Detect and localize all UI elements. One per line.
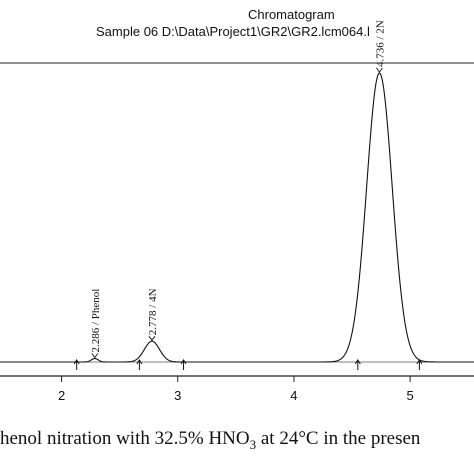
peak-label: 2.778 / 4N bbox=[147, 288, 159, 335]
integration-marker-head bbox=[354, 359, 361, 365]
integration-marker-head bbox=[416, 359, 423, 365]
x-axis-ticks: 2 3 4 5 bbox=[58, 376, 414, 403]
chart-subtitle: Sample 06 D:\Data\Project1\GR2\GR2.lcm06… bbox=[96, 24, 370, 39]
peak-label: 4.736 / 2N bbox=[374, 20, 386, 67]
x-tick-label: 2 bbox=[58, 388, 65, 403]
plot-frame bbox=[0, 62, 474, 377]
caption-subscript: 3 bbox=[249, 436, 257, 452]
integration-marker-head bbox=[73, 359, 80, 365]
x-tick-label: 5 bbox=[406, 388, 413, 403]
chromatogram-trace bbox=[0, 72, 474, 363]
caption-text: henol nitration with 32.5% HNO bbox=[0, 428, 250, 449]
integration-marker-head bbox=[180, 359, 187, 365]
peak-label: 2.286 / Phenol bbox=[90, 289, 102, 353]
chart-title: Chromatogram bbox=[248, 7, 335, 22]
peak-label-arrow bbox=[91, 353, 99, 359]
integration-markers bbox=[73, 359, 423, 370]
peak-label-arrow bbox=[148, 335, 156, 341]
figure-caption: henol nitration with 32.5% HNO3 at 24°C … bbox=[0, 428, 474, 453]
series-line-0 bbox=[0, 72, 474, 363]
caption-text-end: at 24°C in the presen bbox=[256, 428, 421, 449]
x-tick-label: 4 bbox=[290, 388, 297, 403]
peak-labels: 2.286 / Phenol 2.778 / 4N 4.736 / 2N bbox=[90, 20, 386, 359]
x-tick-label: 3 bbox=[174, 388, 181, 403]
integration-marker-head bbox=[136, 359, 143, 365]
peak-label-arrow bbox=[376, 67, 383, 73]
